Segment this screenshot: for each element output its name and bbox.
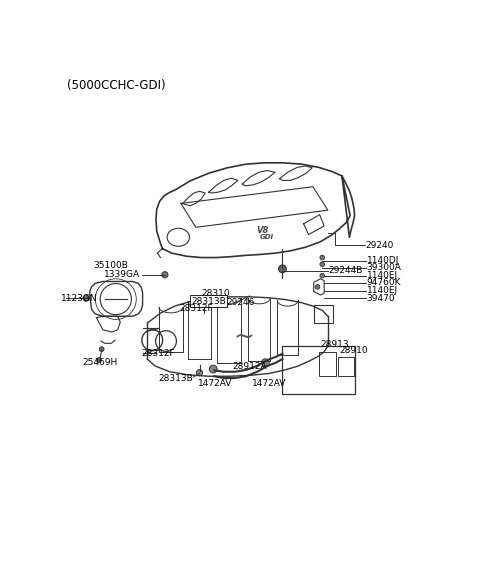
Circle shape <box>320 255 324 260</box>
Text: 28913: 28913 <box>321 340 349 349</box>
Text: 29240: 29240 <box>366 241 394 250</box>
Text: 28313B: 28313B <box>191 297 226 306</box>
Text: 25469H: 25469H <box>83 358 118 367</box>
Text: GDI: GDI <box>259 234 274 240</box>
Circle shape <box>262 359 269 367</box>
Circle shape <box>97 357 101 362</box>
Text: 1123GN: 1123GN <box>61 294 97 303</box>
Text: 94760K: 94760K <box>367 278 401 287</box>
Text: ~: ~ <box>234 325 254 349</box>
Circle shape <box>315 285 320 289</box>
Text: 1140DJ: 1140DJ <box>367 256 399 265</box>
Text: 29244B: 29244B <box>329 266 363 275</box>
Text: 28313B: 28313B <box>158 373 193 383</box>
Circle shape <box>320 273 324 278</box>
Text: (5000CCHC-GDI): (5000CCHC-GDI) <box>67 79 165 93</box>
Text: 28912A: 28912A <box>232 362 266 371</box>
Text: 29246: 29246 <box>227 298 255 307</box>
Text: 28310: 28310 <box>202 289 230 298</box>
Text: 39300A: 39300A <box>367 264 401 272</box>
Text: 1339GA: 1339GA <box>104 270 140 279</box>
Circle shape <box>196 370 203 376</box>
Text: 1472AV: 1472AV <box>252 379 286 389</box>
Circle shape <box>99 347 104 352</box>
Text: 28312F: 28312F <box>180 304 214 313</box>
Circle shape <box>320 262 324 267</box>
Text: V8: V8 <box>256 226 269 235</box>
Text: 28312F: 28312F <box>141 349 175 358</box>
Text: 28910: 28910 <box>340 346 368 356</box>
Circle shape <box>162 272 168 278</box>
Text: 39470: 39470 <box>367 294 395 303</box>
Circle shape <box>278 265 287 272</box>
Text: 1472AV: 1472AV <box>198 379 233 389</box>
Circle shape <box>209 365 217 373</box>
Circle shape <box>83 295 89 301</box>
Text: 35100B: 35100B <box>94 261 128 270</box>
Text: 1140EJ: 1140EJ <box>367 271 397 280</box>
Text: 1140EJ: 1140EJ <box>367 286 397 295</box>
